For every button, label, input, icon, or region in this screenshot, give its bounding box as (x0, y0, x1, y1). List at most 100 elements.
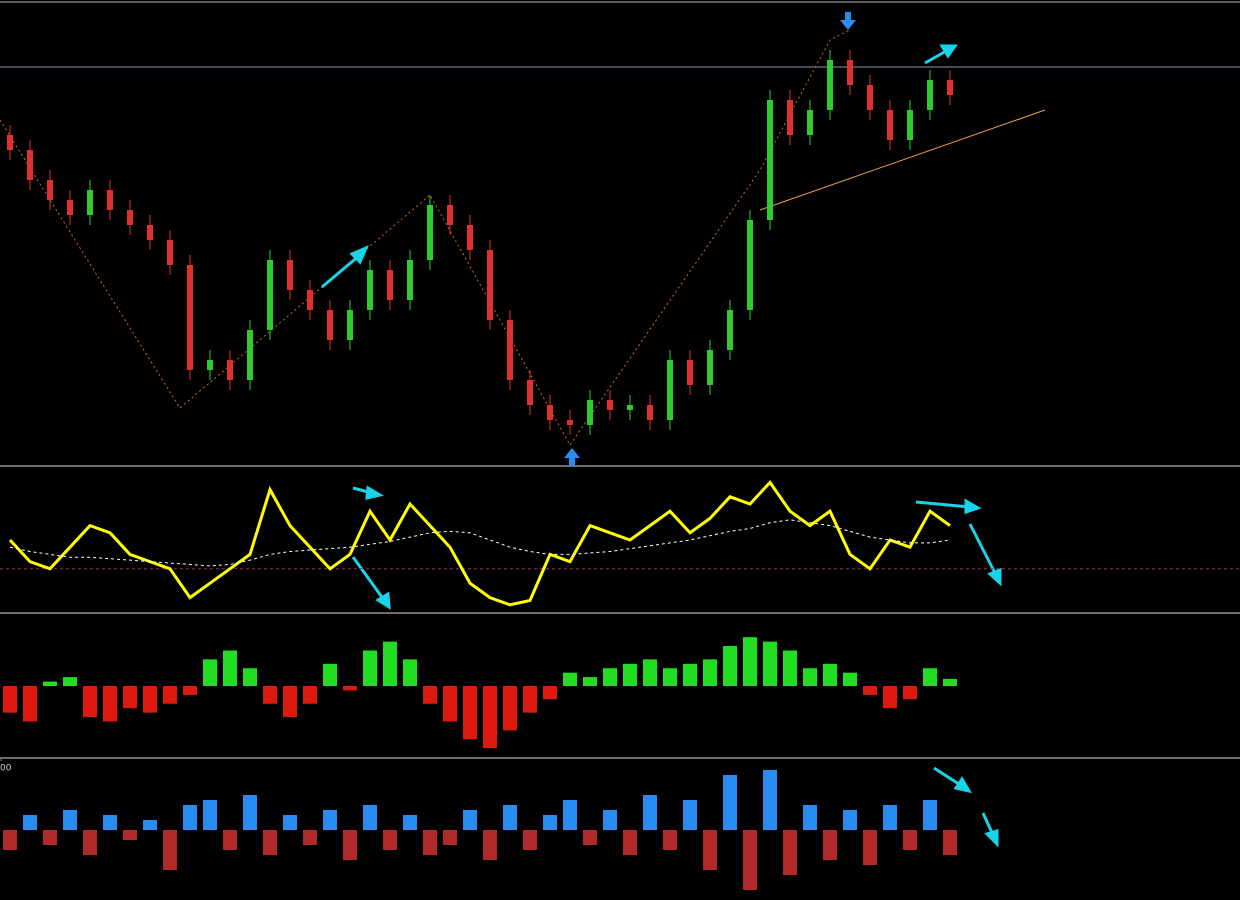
candle-body (867, 85, 873, 110)
histogram-bar (503, 686, 517, 731)
candle-body (947, 80, 953, 95)
histogram-bar (503, 805, 517, 830)
signal-arrows (564, 12, 856, 466)
histogram-bar (483, 830, 497, 860)
histogram-bar (143, 686, 157, 713)
histogram-bar (43, 681, 57, 686)
arrow-head (964, 498, 982, 515)
candle-body (847, 60, 853, 85)
histogram-bar (823, 830, 837, 860)
histogram-bar (183, 686, 197, 695)
histogram-bar (783, 830, 797, 875)
candle-body (267, 260, 273, 330)
histogram-bar (423, 686, 437, 704)
histogram-bar (943, 678, 957, 686)
histogram-bar (903, 686, 917, 700)
histogram-bar (463, 810, 477, 830)
histogram-bar (343, 830, 357, 860)
histogram-bar (683, 663, 697, 686)
histogram-bar (703, 830, 717, 870)
candle-body (287, 260, 293, 290)
histogram-bar (863, 830, 877, 865)
candle-body (567, 420, 573, 425)
candle-body (167, 240, 173, 265)
histogram-bar (663, 830, 677, 850)
arrow-head (953, 776, 973, 794)
histogram-bar (183, 805, 197, 830)
histogram-bar (83, 686, 97, 718)
candle-body (467, 225, 473, 250)
candle-body (307, 290, 313, 310)
histogram-bar (863, 686, 877, 695)
zigzag-line (0, 29, 851, 446)
candle-body (827, 60, 833, 110)
histogram-bar (403, 659, 417, 686)
histogram-bar (743, 637, 757, 686)
histogram-bar (623, 830, 637, 855)
histogram-bar (423, 830, 437, 855)
candle-body (487, 250, 493, 320)
histogram-bar (283, 815, 297, 830)
histogram-bar (583, 677, 597, 686)
histogram-bar (63, 810, 77, 830)
candle-body (187, 265, 193, 370)
histogram-bar (563, 800, 577, 830)
histogram-bar (843, 810, 857, 830)
histogram-bar (803, 805, 817, 830)
histogram-bar (823, 663, 837, 686)
histogram-bar (483, 686, 497, 749)
candle-body (647, 405, 653, 420)
histogram-bar (903, 830, 917, 850)
histogram-bar (723, 775, 737, 830)
histogram-bar (443, 830, 457, 845)
histogram-bar (723, 646, 737, 686)
histogram-bar (383, 641, 397, 686)
arrow (933, 766, 963, 788)
histogram-bar (523, 686, 537, 713)
histogram-bar (43, 830, 57, 845)
histogram-bar (263, 830, 277, 855)
candle-body (427, 205, 433, 260)
arrow (351, 556, 386, 601)
histogram-bar (263, 686, 277, 704)
arrow-head (349, 245, 369, 265)
histogram-bar (223, 650, 237, 686)
histogram-bar (923, 668, 937, 686)
candle-body (407, 260, 413, 300)
candle-body (527, 380, 533, 405)
candle-body (747, 220, 753, 310)
candle-body (707, 350, 713, 385)
histogram-bar (23, 686, 37, 722)
histogram-bar (123, 686, 137, 709)
arrow (968, 523, 998, 576)
histogram-bar (103, 815, 117, 830)
candle-body (67, 200, 73, 215)
arrow-head (375, 591, 391, 610)
histogram-bar (643, 659, 657, 686)
histogram-bar (83, 830, 97, 855)
candle-body (47, 180, 53, 200)
histogram-bar (843, 672, 857, 686)
histogram-bar (303, 686, 317, 704)
trend-line (759, 109, 1046, 211)
histogram-bar (583, 830, 597, 845)
histogram-bar (103, 686, 117, 722)
histogram-bar (163, 830, 177, 870)
histogram-bar (403, 815, 417, 830)
candle-body (127, 210, 133, 225)
histogram-bar (363, 805, 377, 830)
histogram-bar (63, 677, 77, 686)
arrow (915, 500, 971, 509)
histogram-bar (203, 659, 217, 686)
candle-body (687, 360, 693, 385)
up-arrow (564, 448, 580, 466)
arrow-head (987, 567, 1002, 587)
histogram-bar (163, 686, 177, 704)
histogram-bar (123, 830, 137, 840)
histogram-bar (543, 815, 557, 830)
histogram-bar (23, 815, 37, 830)
histogram-bar (563, 672, 577, 686)
arrow-head (984, 828, 999, 848)
